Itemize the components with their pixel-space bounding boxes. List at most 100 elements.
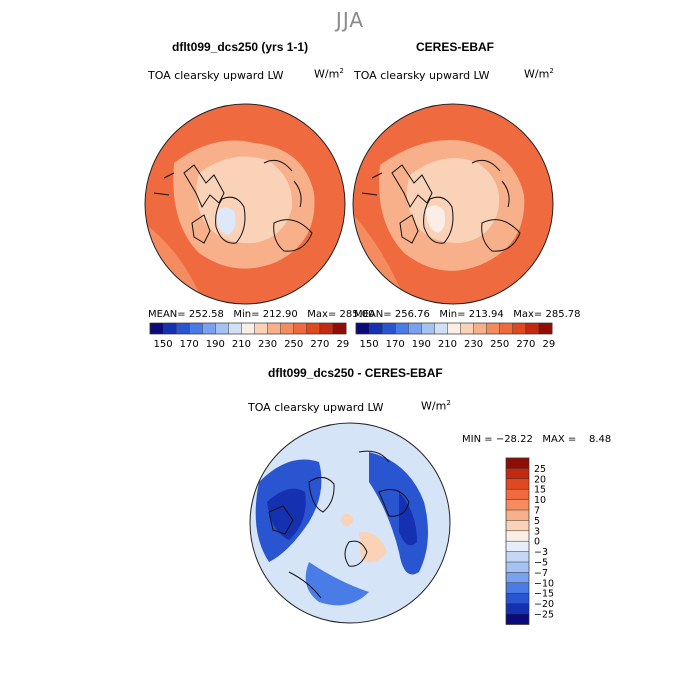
diff-colorbar-swatch bbox=[506, 551, 529, 563]
panel1-colorbar-swatch bbox=[228, 323, 242, 334]
panel1-title: dflt099_dcs250 (yrs 1-1) bbox=[172, 40, 309, 54]
panel2-colorbar-swatch bbox=[369, 323, 383, 334]
panel2-min: 213.94 bbox=[468, 309, 504, 320]
diff-colorbar-tick-label: 3 bbox=[534, 526, 540, 537]
panel1-colorbar-swatch bbox=[163, 323, 177, 334]
panel2-colorbar-swatch bbox=[356, 323, 370, 334]
diff-colorbar-tick-label: −3 bbox=[534, 547, 548, 558]
diff-polar-map bbox=[249, 422, 451, 624]
diff-colorbar-tick-label: −5 bbox=[534, 558, 548, 569]
diff-map-border bbox=[249, 422, 451, 624]
diff-colorbar-swatch bbox=[506, 614, 529, 625]
panel1-colorbar-swatch bbox=[267, 323, 281, 334]
panel1-greenland-core bbox=[216, 207, 236, 235]
diff-colorbar-swatch bbox=[506, 520, 529, 532]
panel2-colorbar-swatch bbox=[525, 323, 540, 334]
panel1-coastlines bbox=[153, 159, 313, 252]
panel1-colorbar-swatch bbox=[150, 323, 164, 334]
panel1-colorbar-swatch bbox=[202, 323, 216, 334]
diff-europe-dark bbox=[267, 488, 306, 540]
panel1-colorbar-swatch bbox=[176, 323, 190, 334]
diff-colorbar-tick-label: 5 bbox=[534, 516, 540, 527]
panel1-colorbar-swatch bbox=[306, 323, 321, 334]
panel1-colorbar-swatch bbox=[254, 323, 268, 334]
panel2-colorbar-swatch bbox=[447, 323, 461, 334]
diff-colorbar-swatch bbox=[506, 499, 529, 511]
panel2-colorbar-swatch bbox=[460, 323, 474, 334]
panel2-colorbar-swatch bbox=[512, 323, 527, 334]
panel1-mean: 252.58 bbox=[188, 309, 224, 320]
diff-colorbar-tick-label: 7 bbox=[534, 506, 540, 517]
panel2-colorbar-swatch bbox=[538, 323, 553, 334]
diff-colorbar-swatch bbox=[506, 593, 529, 604]
diff-max: 8.48 bbox=[588, 434, 612, 445]
panel2-colorbar-swatch bbox=[434, 323, 448, 334]
diff-panel-units: W/m2 bbox=[421, 399, 451, 413]
panel2-colorbar-tick-label: 210 bbox=[438, 339, 457, 350]
panel2-title: CERES-EBAF bbox=[416, 40, 495, 54]
panel2-colorbar-tick-label: 170 bbox=[386, 339, 405, 350]
panel1-colorbar-swatch bbox=[280, 323, 295, 334]
panel2-greenland-core bbox=[426, 205, 446, 233]
panel1-colorbar-tick-label: 270 bbox=[310, 339, 329, 350]
panel1-colorbar-tick-label: 290 bbox=[336, 339, 349, 350]
diff-panel-title: dflt099_dcs250 - CERES-EBAF bbox=[268, 366, 443, 380]
panel2-units: W/m2 bbox=[524, 67, 554, 81]
panel1-variable: TOA clearsky upward LW bbox=[148, 69, 284, 82]
diff-colorbar-tick-label: −7 bbox=[534, 568, 548, 579]
panel2-colorbar-swatch bbox=[499, 323, 514, 334]
diff-siberia-dark bbox=[399, 492, 417, 546]
panel1-colorbar-swatch bbox=[293, 323, 308, 334]
diff-colorbar-tick-label: 0 bbox=[534, 537, 540, 548]
figure-season-title: JJA bbox=[335, 8, 365, 32]
diff-colorbar-swatch bbox=[506, 603, 529, 615]
diff-colorbar-swatch bbox=[506, 489, 529, 500]
diff-colorbar-tick-label: −10 bbox=[534, 578, 554, 589]
panel1-min: 212.90 bbox=[262, 309, 298, 320]
diff-america-blue bbox=[305, 562, 369, 606]
panel2-colorbar-swatch bbox=[473, 323, 487, 334]
panel1-colorbar-tick-label: 250 bbox=[284, 339, 303, 350]
diff-colorbar-tick-label: −15 bbox=[534, 589, 554, 600]
panel1-colorbar: 150 170 190 210 230 250 270 290 bbox=[149, 322, 349, 350]
panel2-coastlines bbox=[361, 159, 521, 252]
panel2-colorbar-tick-label: 290 bbox=[542, 339, 555, 350]
diff-colorbar-tick-label: −20 bbox=[534, 599, 554, 610]
panel1-colorbar-swatch bbox=[241, 323, 255, 334]
diff-pole-anomaly bbox=[341, 514, 353, 526]
panel2-colorbar-swatch bbox=[486, 323, 501, 334]
diff-colorbar-frame bbox=[505, 457, 530, 625]
diff-panel-stats: MIN = −28.22 MAX = 8.48 bbox=[462, 434, 612, 445]
diff-colorbar-swatch bbox=[506, 541, 529, 552]
panel2-colorbar-swatch bbox=[382, 323, 396, 334]
panel2-polar-map bbox=[352, 103, 554, 305]
panel1-colorbar-tick-label: 170 bbox=[180, 339, 199, 350]
panel1-units: W/m2 bbox=[314, 67, 344, 81]
diff-colorbar-swatch bbox=[506, 582, 529, 594]
panel1-map-border bbox=[144, 103, 346, 305]
panel1-max: 285.00 bbox=[339, 309, 375, 320]
panel2-colorbar-tick-label: 150 bbox=[360, 339, 379, 350]
panel1-colorbar-swatch bbox=[215, 323, 229, 334]
panel1-colorbar-swatch bbox=[332, 323, 347, 334]
diff-colorbar-swatch bbox=[506, 478, 529, 490]
panel2-colorbar-tick-label: 190 bbox=[412, 339, 431, 350]
panel2-colorbar-tick-label: 270 bbox=[516, 339, 535, 350]
panel1-colorbar-tick-label: 210 bbox=[232, 339, 251, 350]
panel2-colorbar-swatch bbox=[408, 323, 422, 334]
panel1-stats: MEAN= 252.58 Min= 212.90 Max= 285.00 bbox=[148, 309, 375, 320]
panel2-mean: 256.76 bbox=[394, 309, 430, 320]
panel1-colorbar-frame bbox=[149, 322, 347, 335]
diff-colorbar-swatch bbox=[506, 562, 529, 573]
panel2-colorbar-swatch bbox=[395, 323, 409, 334]
diff-panel-variable: TOA clearsky upward LW bbox=[248, 401, 384, 414]
panel1-colorbar-tick-label: 190 bbox=[206, 339, 225, 350]
panel1-colorbar-swatch bbox=[319, 323, 334, 334]
diff-colorbar-swatch bbox=[506, 458, 529, 469]
panel2-colorbar-frame bbox=[355, 322, 553, 335]
diff-colorbar-tick-label: 25 bbox=[534, 464, 546, 475]
panel2-colorbar-tick-label: 250 bbox=[490, 339, 509, 350]
diff-colorbar-swatch bbox=[506, 530, 529, 542]
diff-colorbar-swatch bbox=[506, 572, 529, 584]
